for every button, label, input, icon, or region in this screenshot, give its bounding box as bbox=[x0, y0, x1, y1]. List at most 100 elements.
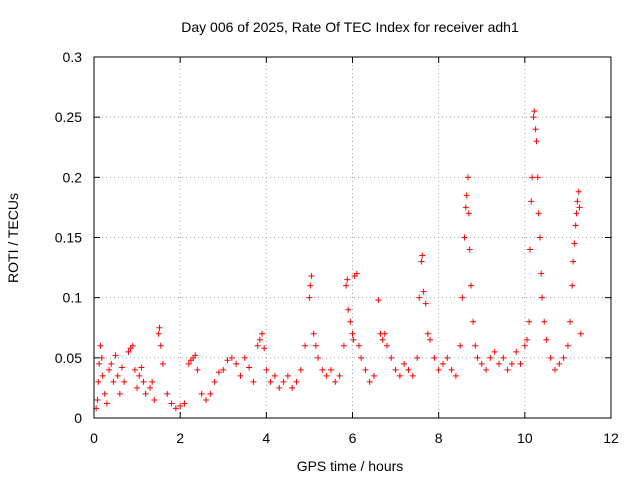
roti-data-point bbox=[543, 336, 550, 343]
roti-data-point bbox=[409, 372, 416, 379]
roti-data-point bbox=[336, 372, 343, 379]
roti-data-point bbox=[237, 372, 244, 379]
roti-data-point bbox=[159, 360, 166, 367]
roti-data-point bbox=[332, 378, 339, 385]
roti-data-point bbox=[457, 342, 464, 349]
y-axis-label: ROTI / TECUs bbox=[5, 193, 21, 283]
roti-data-point bbox=[263, 366, 270, 373]
roti-data-point bbox=[392, 366, 399, 373]
roti-data-point bbox=[521, 342, 528, 349]
roti-data-point bbox=[271, 372, 278, 379]
roti-data-point bbox=[570, 258, 577, 265]
roti-data-point bbox=[355, 342, 362, 349]
roti-data-point bbox=[405, 366, 412, 373]
roti-data-point bbox=[211, 378, 218, 385]
roti-data-point bbox=[573, 210, 580, 217]
roti-data-point bbox=[472, 342, 479, 349]
roti-data-point bbox=[284, 372, 291, 379]
roti-data-point bbox=[529, 174, 536, 181]
roti-data-point bbox=[418, 258, 425, 265]
roti-data-point bbox=[116, 390, 123, 397]
roti-data-point bbox=[431, 354, 438, 361]
roti-data-point bbox=[427, 336, 434, 343]
roti-data-point bbox=[256, 336, 263, 343]
roti-data-point bbox=[125, 348, 132, 355]
roti-data-point bbox=[323, 372, 330, 379]
roti-data-point bbox=[98, 354, 105, 361]
chart-title: Day 006 of 2025, Rate Of TEC Index for r… bbox=[181, 19, 519, 35]
roti-data-point bbox=[465, 210, 472, 217]
roti-data-point bbox=[470, 318, 477, 325]
roti-data-point bbox=[459, 294, 466, 301]
roti-data-point bbox=[572, 222, 579, 229]
roti-data-point bbox=[534, 174, 541, 181]
roti-data-point bbox=[327, 366, 334, 373]
roti-data-point bbox=[508, 360, 515, 367]
roti-data-point bbox=[560, 354, 567, 361]
roti-data-point bbox=[439, 360, 446, 367]
x-tick-label: 0 bbox=[90, 430, 98, 446]
roti-data-point bbox=[444, 354, 451, 361]
roti-data-point bbox=[149, 378, 156, 385]
roti-data-point bbox=[556, 360, 563, 367]
roti-data-point bbox=[140, 378, 147, 385]
roti-data-point bbox=[307, 282, 314, 289]
roti-data-point bbox=[536, 234, 543, 241]
roti-data-point bbox=[422, 300, 429, 307]
roti-data-point bbox=[383, 342, 390, 349]
roti-data-point bbox=[381, 330, 388, 337]
roti-data-point bbox=[97, 342, 104, 349]
x-tick-label: 12 bbox=[603, 430, 619, 446]
roti-data-point bbox=[254, 342, 261, 349]
roti-data-point bbox=[523, 336, 530, 343]
roti-data-point bbox=[119, 364, 126, 371]
roti-data-point bbox=[94, 396, 101, 403]
roti-data-point bbox=[114, 372, 121, 379]
roti-data-point bbox=[513, 348, 520, 355]
roti-data-point bbox=[99, 372, 106, 379]
roti-data-point bbox=[464, 174, 471, 181]
roti-data-point bbox=[207, 390, 214, 397]
roti-data-point bbox=[466, 246, 473, 253]
roti-data-point bbox=[233, 360, 240, 367]
roti-data-point bbox=[110, 378, 117, 385]
roti-data-point bbox=[131, 366, 138, 373]
y-tick-label: 0 bbox=[74, 410, 82, 426]
roti-data-point bbox=[420, 288, 427, 295]
roti-data-point bbox=[106, 366, 113, 373]
x-tick-label: 6 bbox=[349, 430, 357, 446]
roti-data-point bbox=[96, 360, 103, 367]
roti-data-point bbox=[198, 390, 205, 397]
roti-data-point bbox=[500, 354, 507, 361]
y-tick-label: 0.05 bbox=[55, 350, 82, 366]
data-points bbox=[93, 108, 584, 412]
roti-data-point bbox=[462, 204, 469, 211]
roti-data-point bbox=[564, 342, 571, 349]
roti-data-point bbox=[571, 240, 578, 247]
roti-data-point bbox=[419, 252, 426, 259]
roti-data-point bbox=[414, 354, 421, 361]
roti-data-point bbox=[435, 366, 442, 373]
roti-data-point bbox=[280, 378, 287, 385]
roti-data-point bbox=[155, 330, 162, 337]
y-tick-label: 0.2 bbox=[63, 169, 83, 185]
roti-data-point bbox=[228, 354, 235, 361]
roti-data-point bbox=[375, 297, 382, 304]
roti-data-point bbox=[353, 270, 360, 277]
roti-data-point bbox=[362, 366, 369, 373]
roti-data-point bbox=[192, 352, 199, 359]
roti-data-point bbox=[95, 378, 102, 385]
roti-data-point bbox=[467, 282, 474, 289]
roti-data-point bbox=[461, 234, 468, 241]
roti-data-point bbox=[250, 378, 257, 385]
roti-data-point bbox=[112, 352, 119, 359]
roti-data-point bbox=[517, 360, 524, 367]
roti-data-point bbox=[538, 270, 545, 277]
grid-lines bbox=[94, 57, 611, 418]
roti-data-point bbox=[136, 372, 143, 379]
y-tick-label: 0.3 bbox=[63, 49, 83, 65]
roti-data-point bbox=[495, 360, 502, 367]
roti-data-point bbox=[267, 378, 274, 385]
roti-data-point bbox=[345, 306, 352, 313]
